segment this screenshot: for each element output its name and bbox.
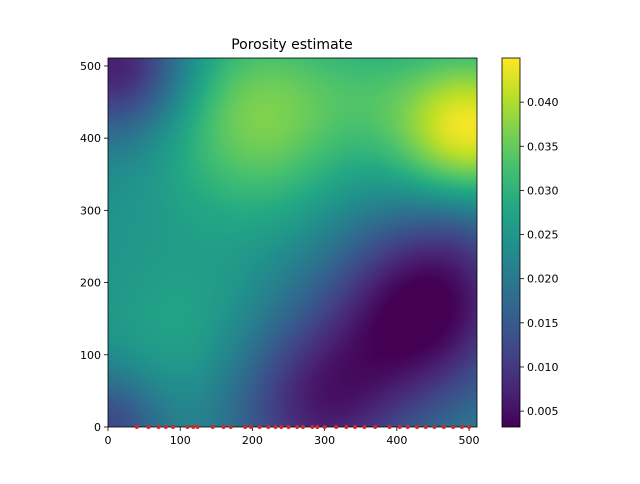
colorbar: 0.005 0.010 0.015 0.020 0.025 0.030 0.035 0.040 <box>501 57 559 428</box>
y-tick-label: 0 <box>94 421 101 434</box>
sample-point <box>210 425 215 429</box>
sample-point <box>248 425 253 429</box>
sample-point <box>221 425 226 429</box>
sample-point <box>322 425 327 429</box>
y-tick-label: 100 <box>80 349 101 362</box>
sample-point <box>266 425 271 429</box>
y-tick-label: 200 <box>80 277 101 290</box>
colorbar-tick-label: 0.020 <box>527 273 559 286</box>
y-tick-label: 300 <box>80 204 101 217</box>
y-tick-label: 400 <box>80 132 101 145</box>
colorbar-gradient <box>501 57 521 428</box>
colorbar-tick-label: 0.025 <box>527 229 559 242</box>
colorbar-tick-label: 0.035 <box>527 140 559 153</box>
sample-point <box>295 425 300 429</box>
sample-points <box>134 425 472 429</box>
sample-point <box>300 425 305 429</box>
sample-point <box>334 425 339 429</box>
sample-point <box>185 425 190 429</box>
sample-point <box>146 425 151 429</box>
sample-point <box>228 425 233 429</box>
sample-point <box>243 425 248 429</box>
x-tick-label: 0 <box>105 434 112 447</box>
sample-point <box>423 425 428 429</box>
x-tick-label: 200 <box>242 434 263 447</box>
sample-point <box>315 425 320 429</box>
sample-point <box>134 425 139 429</box>
sample-point <box>257 425 262 429</box>
sample-point <box>163 425 168 429</box>
x-axis: 0 100 200 300 400 500 <box>105 427 480 447</box>
plot-frame <box>107 57 478 428</box>
sample-point <box>451 425 456 429</box>
sample-point <box>352 425 357 429</box>
sample-point <box>362 425 367 429</box>
sample-point <box>397 425 402 429</box>
sample-point <box>405 425 410 429</box>
colorbar-tick-label: 0.005 <box>527 405 559 418</box>
sample-point <box>279 425 284 429</box>
sample-point <box>432 425 437 429</box>
sample-point <box>467 425 472 429</box>
sample-point <box>310 425 315 429</box>
sample-point <box>156 425 161 429</box>
colorbar-tick-label: 0.040 <box>527 96 559 109</box>
chart-title: Porosity estimate <box>231 37 353 53</box>
colorbar-tick-label: 0.030 <box>527 184 559 197</box>
x-tick-label: 500 <box>459 434 480 447</box>
colorbar-tick-label: 0.015 <box>527 317 559 330</box>
y-tick-label: 500 <box>80 60 101 73</box>
sample-point <box>373 425 378 429</box>
colorbar-tick-label: 0.010 <box>527 361 559 374</box>
sample-point <box>344 425 349 429</box>
x-tick-label: 400 <box>386 434 407 447</box>
sample-point <box>415 425 420 429</box>
sample-point <box>273 425 278 429</box>
sample-point <box>170 425 175 429</box>
heatmap-image <box>108 58 477 427</box>
sample-point <box>195 425 200 429</box>
sample-point <box>459 425 464 429</box>
plot-area <box>107 57 478 428</box>
sample-point <box>191 425 196 429</box>
sample-point <box>286 425 291 429</box>
sample-point <box>387 425 392 429</box>
sample-point <box>441 425 446 429</box>
x-tick-label: 300 <box>314 434 335 447</box>
x-tick-label: 100 <box>170 434 191 447</box>
y-axis: 0 100 200 300 400 500 <box>80 60 108 434</box>
